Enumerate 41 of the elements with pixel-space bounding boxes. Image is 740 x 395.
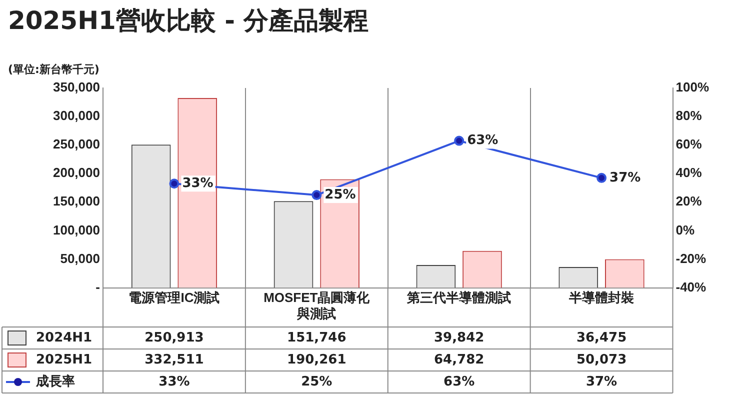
y2-tick-label: 100%: [676, 80, 710, 95]
text: 37%: [610, 170, 641, 186]
y-tick-label: 150,000: [52, 194, 100, 209]
data-label: 25%: [301, 374, 332, 390]
data-label: 50,073: [576, 352, 627, 368]
x-tick-label: 第三代半導體測試: [406, 290, 512, 306]
x-tick-label: 電源管理IC測試: [128, 290, 220, 306]
y2-tick-label: 20%: [676, 194, 702, 209]
chart-title: 2025H1營收比較 - 分產品製程: [8, 5, 369, 37]
y-tick-label: 350,000: [52, 80, 100, 95]
y-tick-label: 250,000: [52, 136, 100, 152]
data-label: 151,746: [287, 330, 346, 346]
y2-tick-label: 0%: [676, 222, 695, 238]
data-label: 190,261: [287, 352, 346, 368]
text: 33%: [182, 176, 214, 191]
y-tick-label: 200,000: [52, 165, 100, 180]
data-label: 39,842: [434, 330, 484, 346]
data-label: 250,913: [144, 330, 204, 346]
y-tick-label: 300,000: [52, 108, 100, 124]
y2-tick-label: 80%: [676, 108, 702, 124]
text: 25%: [324, 187, 356, 202]
y2-tick-label: -20%: [676, 250, 707, 266]
y2-tick-label: 40%: [676, 165, 702, 180]
text: 63%: [467, 133, 498, 148]
legend-label: 2024H1: [36, 330, 92, 346]
data-label: 33%: [158, 374, 190, 390]
data-label: 36,475: [576, 330, 627, 346]
y2-tick-label: -40%: [676, 279, 707, 294]
data-label: 63%: [444, 374, 475, 390]
data-label: 64,782: [434, 352, 484, 368]
data-label: 37%: [586, 374, 618, 390]
legend-label: 2025H1: [36, 352, 92, 368]
y-tick-label: -: [96, 279, 100, 294]
y2-tick-label: 60%: [676, 136, 702, 152]
data-label: 332,511: [144, 352, 204, 368]
y-tick-label: 100,000: [52, 222, 100, 238]
text: (單位:新台幣千元): [8, 62, 100, 77]
y-tick-label: 50,000: [60, 250, 100, 266]
x-tick-label: 半導體封裝: [568, 290, 634, 306]
x-tick-label: MOSFET晶圓薄化與測試: [264, 290, 371, 321]
legend-label: 成長率: [35, 373, 75, 390]
